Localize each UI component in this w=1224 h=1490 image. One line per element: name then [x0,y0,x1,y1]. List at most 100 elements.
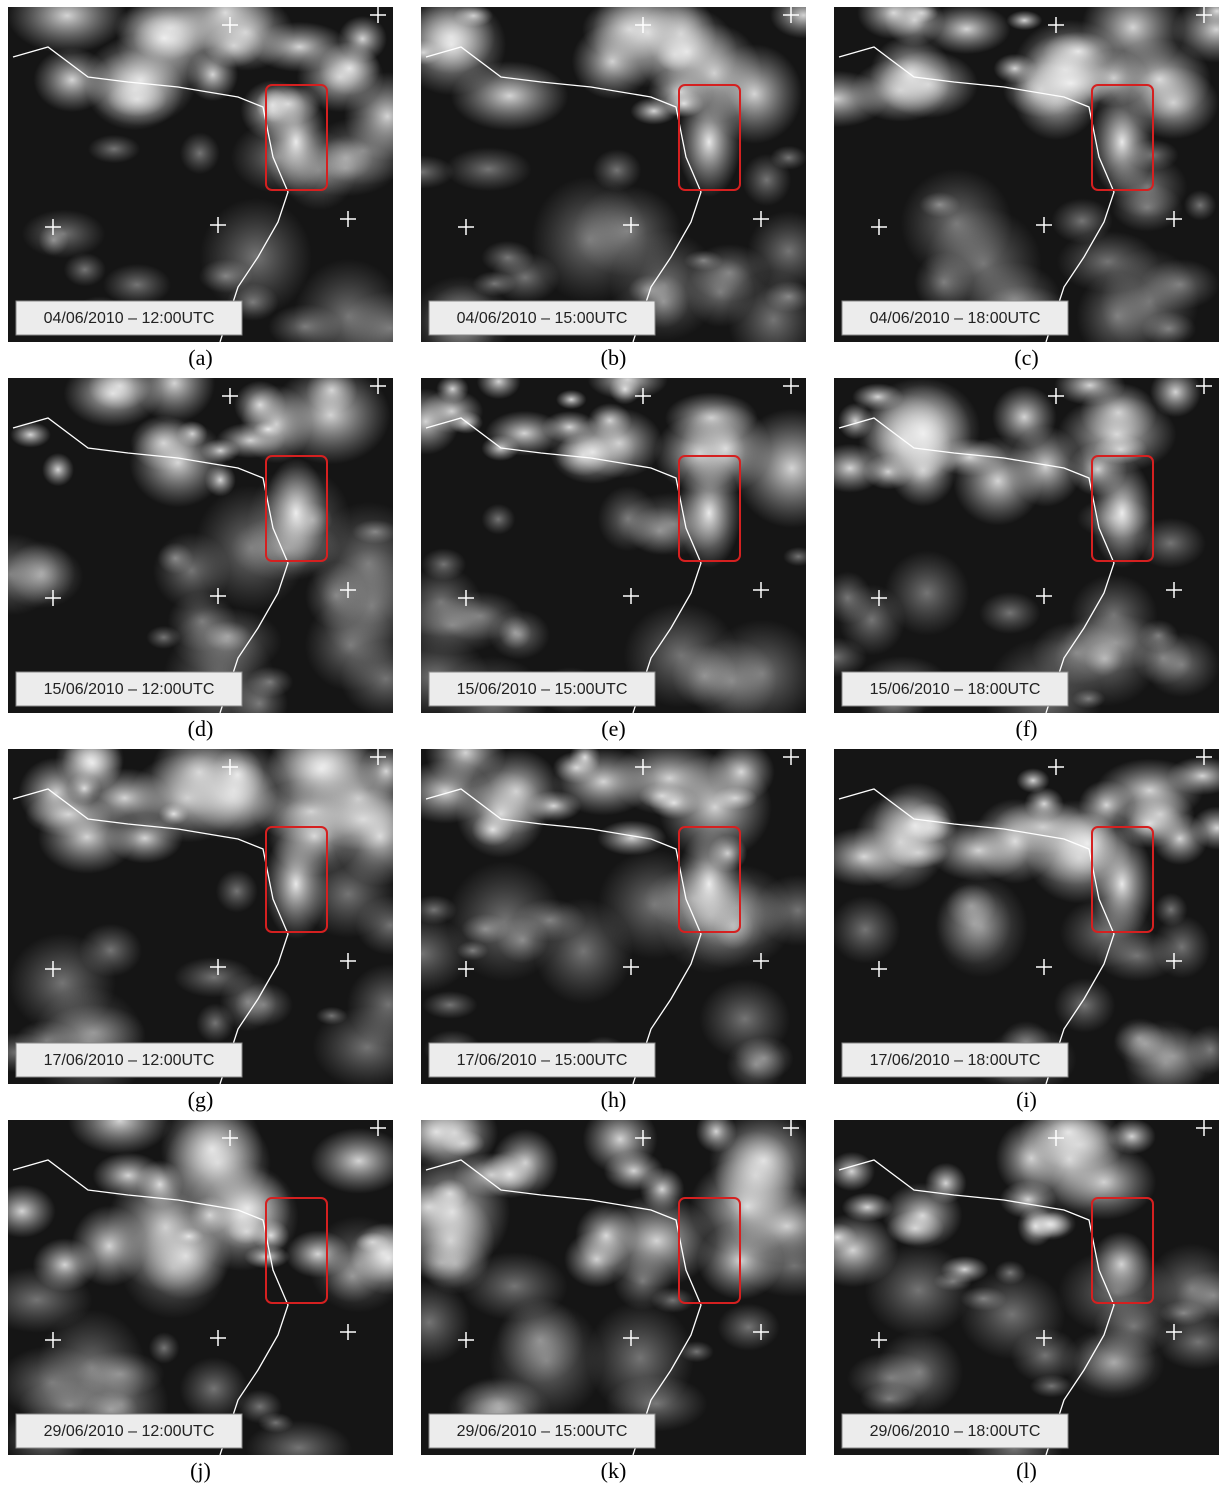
cloud [251,22,349,72]
timestamp: 15/06/2010 – 12:00UTC [44,681,215,698]
convective-cloud [677,829,741,939]
cloud [1184,190,1217,221]
panel-caption: (k) [421,1458,806,1484]
cloud [234,381,286,429]
satellite-image: 04/06/2010 – 15:00UTC [421,7,806,342]
cloud [640,1167,685,1212]
cloud [1062,1327,1165,1399]
cloud [205,463,236,496]
cloud [472,813,514,846]
satellite-image: 17/06/2010 – 18:00UTC [834,749,1219,1084]
timestamp: 04/06/2010 – 15:00UTC [457,310,628,327]
cloud [485,411,563,456]
cloud [1095,930,1179,981]
cloud [258,1413,294,1433]
cloud [1024,787,1064,821]
figure: 04/06/2010 – 12:00UTC (a) 04/06/2010 – 15:… [0,0,1224,1490]
convective-cloud [1090,829,1154,939]
satellite-image: 04/06/2010 – 18:00UTC [834,7,1219,342]
panel-caption: (e) [421,716,806,742]
cloud [994,1260,1026,1284]
timestamp: 04/06/2010 – 18:00UTC [870,310,1041,327]
satellite-image: 15/06/2010 – 12:00UTC [8,378,393,713]
cloud [1058,1249,1176,1335]
satellite-image: 17/06/2010 – 12:00UTC [8,749,393,1084]
cloud [597,820,666,855]
cloud [316,1007,348,1025]
panel-caption: (h) [421,1087,806,1113]
cloud [526,791,582,822]
cloud [33,48,110,112]
cloud [472,271,516,296]
cloud [875,384,972,483]
timestamp: 17/06/2010 – 12:00UTC [44,1052,215,1069]
panel-caption: (j) [8,1458,393,1484]
cloud [684,250,723,271]
cloud [285,1230,351,1278]
panel-caption: (c) [834,345,1219,371]
cloud [88,135,140,164]
cloud [481,504,515,535]
timestamp: 15/06/2010 – 18:00UTC [870,681,1041,698]
cloud [216,870,258,913]
cloud [1054,978,1115,1033]
cloud [180,1357,248,1420]
cloud [42,453,74,486]
cloud [649,787,698,820]
cloud [699,979,790,1060]
cloud [838,403,873,440]
timestamp: 17/06/2010 – 15:00UTC [457,1052,628,1069]
cloud [1154,893,1187,927]
cloud [838,584,905,655]
cloud [481,241,534,274]
cloud [488,610,550,660]
cloud [1006,11,1042,31]
panel-caption: (b) [421,345,806,371]
cloud [422,1233,489,1294]
cloud [38,800,137,874]
panel-caption: (f) [834,716,1219,742]
timestamp: 29/06/2010 – 18:00UTC [870,1423,1041,1440]
convective-cloud [264,458,328,568]
cloud [445,147,531,191]
cloud [421,548,466,580]
panel-caption: (g) [8,1087,393,1113]
cloud [613,1252,672,1310]
panel-caption: (i) [834,1087,1219,1113]
cloud [992,385,1057,448]
cloud [67,772,101,804]
cloud [64,253,106,287]
cloud [872,782,958,869]
cloud [979,592,1040,634]
cloud [934,876,1028,978]
satellite-image: 29/06/2010 – 12:00UTC [8,1120,393,1455]
cloud [1051,198,1112,243]
convective-cloud [264,829,328,939]
cloud [556,390,587,409]
panel-caption: (l) [834,1458,1219,1484]
timestamp: 17/06/2010 – 18:00UTC [870,1052,1041,1069]
cloud [513,899,586,942]
cloud [919,192,960,217]
panel-caption: (a) [8,345,393,371]
panel-caption: (d) [8,716,393,742]
cloud [1078,780,1134,830]
timestamp: 29/06/2010 – 12:00UTC [44,1423,215,1440]
cloud [157,542,193,574]
cloud [1017,1206,1054,1247]
cloud [10,422,51,448]
convective-cloud [677,458,741,568]
convective-cloud [264,87,328,197]
cloud [876,1330,964,1414]
cloud [422,991,477,1019]
cloud [211,749,264,803]
cloud [180,132,220,174]
convective-cloud [1090,87,1154,197]
cloud [1140,259,1219,310]
cloud [1030,1375,1074,1398]
satellite-image: 04/06/2010 – 12:00UTC [8,7,393,342]
timestamp: 29/06/2010 – 15:00UTC [457,1423,628,1440]
satellite-image: 29/06/2010 – 18:00UTC [834,1120,1219,1455]
cloud [103,264,171,306]
cloud [573,186,681,277]
